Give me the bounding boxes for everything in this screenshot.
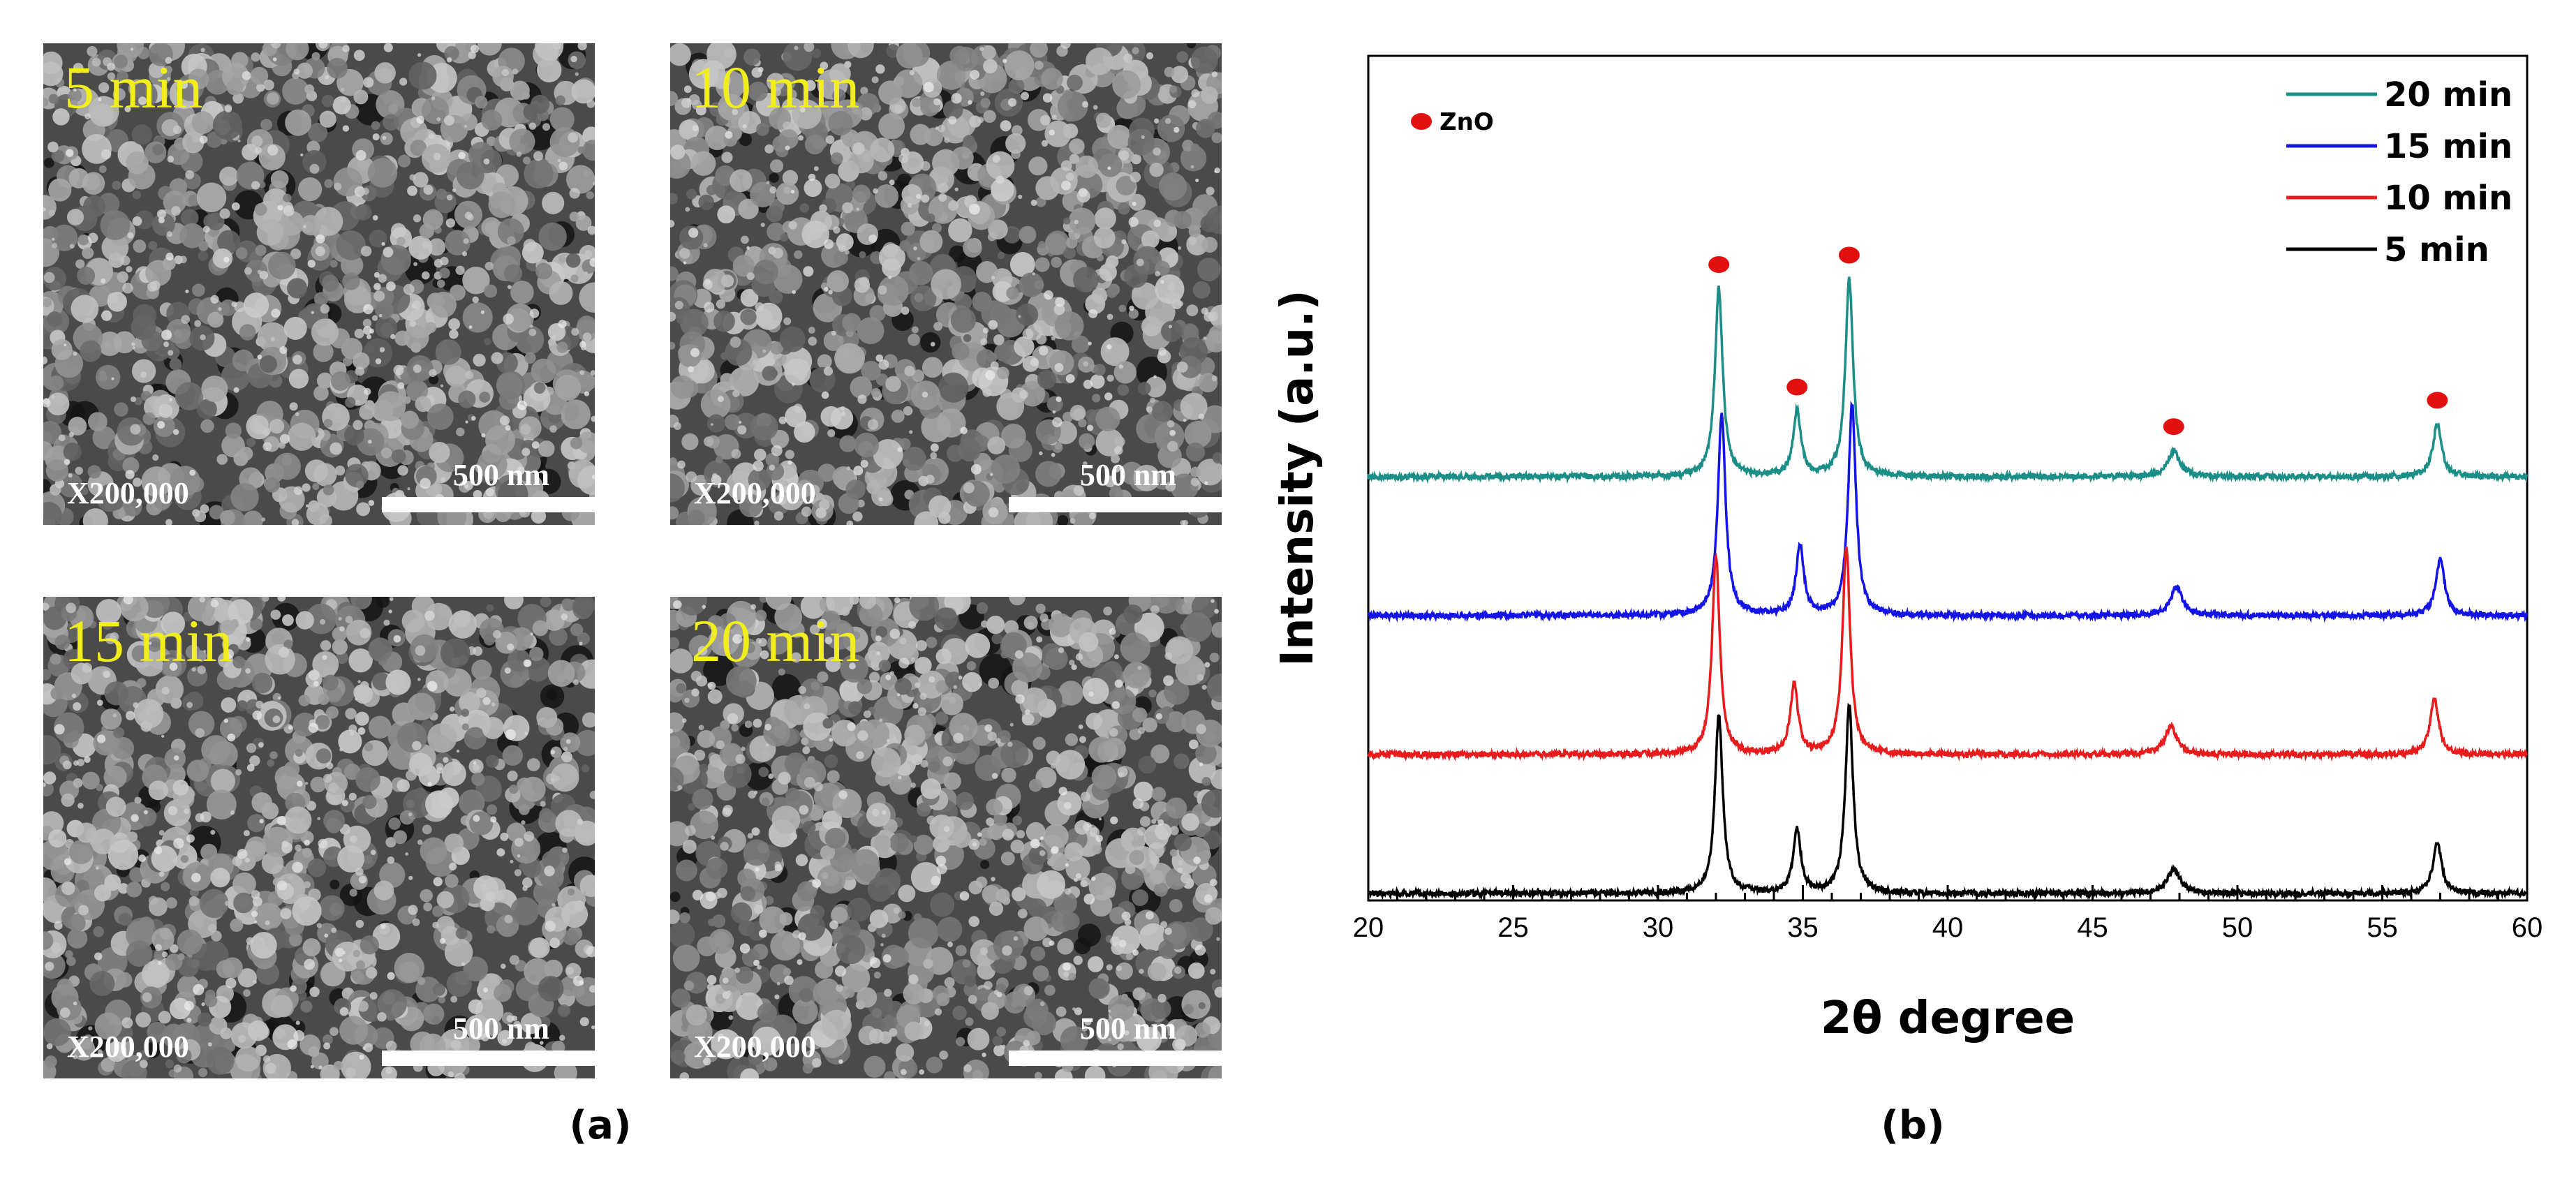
zno-peak-marker [2163, 418, 2184, 436]
sem-time-label: 20 min [691, 607, 860, 674]
sem-micrograph-image [670, 43, 1222, 525]
x-axis-title: 2θ degree [1821, 993, 2075, 1044]
sem-micrograph-image [43, 43, 595, 525]
sem-magnification: X200,000 [694, 476, 816, 510]
panel-label-b: (b) [1881, 1103, 1945, 1148]
sem-time-label: 10 min [691, 54, 860, 121]
zno-peak-marker [2427, 392, 2448, 409]
scale-bar-label: 500 nm [452, 458, 549, 492]
x-tick-label: 45 [2077, 912, 2108, 943]
scale-bar-label: 500 nm [452, 1011, 549, 1046]
sem-time-label: 15 min [64, 607, 233, 674]
zno-legend-label: ZnO [1439, 108, 1494, 136]
x-tick-label: 60 [2512, 912, 2543, 943]
x-tick-label: 55 [2367, 912, 2398, 943]
sem-panel-20min: 20 min X200,000 500 nm [670, 597, 1222, 1078]
sem-magnification: X200,000 [67, 476, 189, 510]
zno-peak-marker [1838, 246, 1860, 264]
legend-label: 15 min [2384, 127, 2512, 166]
x-tick-label: 50 [2222, 912, 2253, 943]
scale-bar-label: 500 nm [1079, 458, 1176, 492]
x-tick-label: 25 [1497, 912, 1529, 943]
series-line-20-min [1367, 276, 2528, 484]
sem-panel-5min: 5 min X200,000 500 nm [43, 43, 595, 525]
y-axis-title: Intensity (a.u.) [1272, 290, 1324, 666]
x-tick-label: 40 [1932, 912, 1964, 943]
zno-peak-marker [1708, 256, 1730, 273]
legend-label: 5 min [2384, 230, 2489, 269]
scale-bar [382, 497, 595, 512]
sem-panel-10min: 10 min X200,000 500 nm [670, 43, 1222, 525]
sem-time-label: 5 min [64, 54, 203, 121]
scale-bar [1009, 497, 1222, 512]
sem-magnification: X200,000 [694, 1030, 816, 1064]
series-line-15-min [1367, 401, 2528, 623]
scale-bar-label: 500 nm [1079, 1011, 1176, 1046]
sem-panel-15min: 15 min X200,000 500 nm [43, 597, 595, 1078]
x-tick-label: 35 [1787, 912, 1819, 943]
x-tick-label: 30 [1643, 912, 1674, 943]
x-tick-label: 20 [1353, 912, 1384, 943]
legend-label: 10 min [2384, 179, 2512, 218]
sem-micrograph-image [43, 597, 595, 1078]
panel-label-a: (a) [569, 1103, 632, 1148]
sem-micrograph-image [670, 597, 1222, 1078]
series-line-5-min [1367, 702, 2528, 901]
scale-bar [382, 1051, 595, 1066]
sem-magnification: X200,000 [67, 1030, 189, 1064]
scale-bar [1009, 1051, 1222, 1066]
series-line-10-min [1367, 546, 2528, 762]
zno-legend-marker [1411, 113, 1432, 130]
legend-label: 20 min [2384, 75, 2512, 114]
zno-peak-marker [1786, 378, 1808, 396]
